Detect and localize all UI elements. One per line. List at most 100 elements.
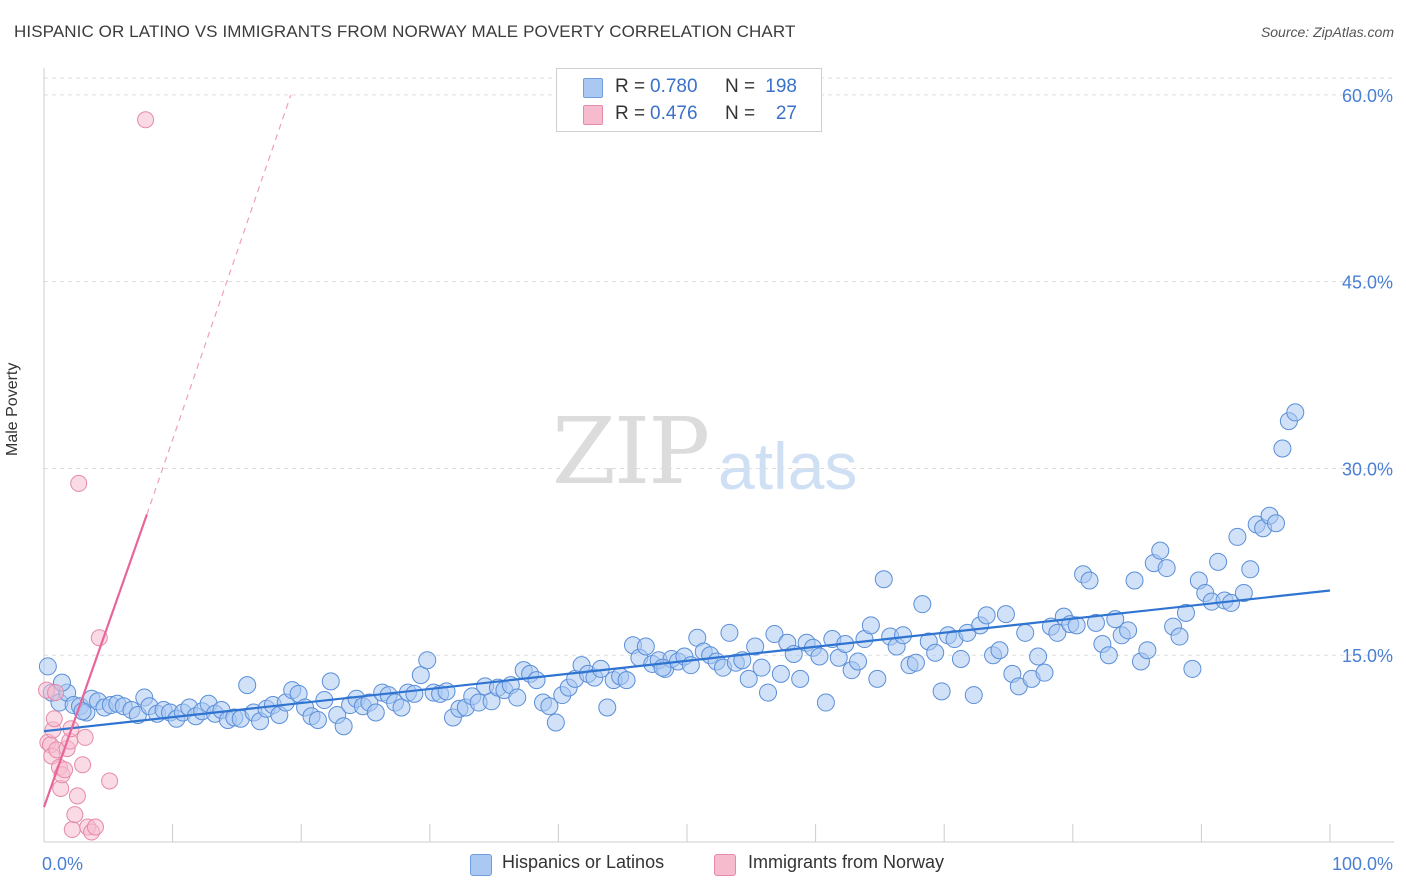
data-point-hispanics (1080, 571, 1099, 590)
data-point-hispanics (932, 682, 951, 701)
data-point-norway (86, 818, 104, 836)
data-point-hispanics (926, 643, 945, 662)
bottom-legend-swatch-blue (470, 854, 492, 876)
data-point-norway (47, 684, 65, 702)
x-tick-label: 100.0% (1332, 854, 1393, 874)
y-tick-label: 60.0% (1342, 86, 1393, 106)
data-point-hispanics (1099, 646, 1118, 665)
data-point-hispanics (418, 651, 437, 670)
data-point-hispanics (1170, 627, 1189, 646)
data-point-hispanics (1086, 613, 1105, 632)
chart-title: HISPANIC OR LATINO VS IMMIGRANTS FROM NO… (14, 22, 796, 41)
data-point-hispanics (964, 686, 983, 705)
data-point-hispanics (739, 669, 758, 688)
data-point-hispanics (308, 710, 327, 729)
data-point-hispanics (38, 657, 57, 676)
legend-swatch-blue (583, 78, 603, 98)
data-point-hispanics (977, 606, 996, 625)
data-point-hispanics (1125, 571, 1144, 590)
data-point-hispanics (1067, 616, 1086, 635)
data-point-hispanics (1016, 623, 1035, 642)
data-point-norway (76, 728, 94, 746)
data-point-hispanics (653, 658, 672, 677)
data-point-hispanics (816, 693, 835, 712)
series-norway-points (38, 111, 155, 841)
data-point-norway (68, 787, 86, 805)
data-point-hispanics (540, 697, 559, 716)
data-point-hispanics (861, 616, 880, 635)
data-point-hispanics (617, 671, 636, 690)
data-point-hispanics (598, 698, 617, 717)
legend-r-label: R = (615, 103, 646, 124)
data-point-hispanics (913, 595, 932, 614)
y-tick-label: 15.0% (1342, 646, 1393, 666)
data-point-hispanics (771, 664, 790, 683)
data-point-hispanics (752, 658, 771, 677)
data-point-hispanics (366, 703, 385, 722)
data-point-hispanics (527, 671, 546, 690)
data-point-hispanics (874, 570, 893, 589)
tick-labels: 15.0% 30.0% 45.0% 60.0% 0.0% 100.0% (42, 86, 1393, 874)
data-point-hispanics (238, 676, 257, 695)
data-point-hispanics (1048, 623, 1067, 642)
data-point-hispanics (1183, 659, 1202, 678)
data-point-hispanics (1176, 603, 1195, 622)
trend-line-norway (42, 514, 148, 808)
data-point-norway (66, 806, 84, 824)
data-point-hispanics (1157, 559, 1176, 578)
data-point-norway (70, 474, 88, 492)
bottom-legend-label-blue: Hispanics or Latinos (502, 852, 665, 872)
x-tick-label: 0.0% (42, 854, 83, 874)
data-point-hispanics (1138, 641, 1157, 660)
data-point-hispanics (791, 669, 810, 688)
data-point-hispanics (546, 713, 565, 732)
data-point-hispanics (1228, 527, 1247, 546)
legend-row-hispanics: R = 0.780 N = 198 (557, 75, 821, 101)
data-point-norway (63, 821, 81, 839)
legend-r-value: 0.476 (650, 103, 698, 124)
data-point-hispanics (810, 647, 829, 666)
data-point-hispanics (990, 641, 1009, 660)
data-point-hispanics (1029, 647, 1048, 666)
legend-swatch-pink (583, 105, 603, 125)
legend-n-value: 198 (765, 76, 797, 97)
series-hispanics-points (38, 403, 1305, 736)
data-point-hispanics (759, 683, 778, 702)
data-point-hispanics (1151, 541, 1170, 560)
trend-lines (42, 94, 1331, 808)
legend-r-label: R = (615, 76, 646, 97)
data-point-hispanics (334, 717, 353, 736)
data-point-hispanics (996, 605, 1015, 624)
data-point-hispanics (1119, 621, 1138, 640)
data-point-norway (45, 710, 63, 728)
data-point-hispanics (1209, 552, 1228, 571)
y-tick-label: 45.0% (1342, 273, 1393, 293)
data-point-norway (137, 111, 155, 129)
data-point-hispanics (321, 672, 340, 691)
data-point-hispanics (1286, 403, 1305, 422)
data-point-norway (74, 756, 92, 774)
legend-r-value: 0.780 (650, 76, 698, 97)
legend-n-label: N = (725, 76, 756, 97)
data-point-hispanics (405, 684, 424, 703)
watermark-atlas: atlas (718, 429, 858, 503)
data-point-hispanics (508, 688, 527, 707)
data-point-hispanics (765, 625, 784, 644)
data-point-hispanics (868, 669, 887, 688)
bottom-legend-label-pink: Immigrants from Norway (748, 852, 945, 872)
data-point-hispanics (1266, 514, 1285, 533)
data-point-hispanics (1234, 583, 1253, 602)
data-point-hispanics (1241, 560, 1260, 579)
correlation-legend: R = 0.780 N = 198 R = 0.476 N = 27 (556, 68, 822, 132)
data-point-hispanics (1035, 663, 1054, 682)
data-point-hispanics (636, 637, 655, 656)
source-label: Source: ZipAtlas.com (1260, 24, 1394, 40)
data-point-hispanics (1273, 439, 1292, 458)
bottom-legend-swatch-pink (714, 854, 736, 876)
trend-line-hispanics (43, 589, 1331, 733)
data-point-hispanics (720, 623, 739, 642)
watermark-zip: ZIP (552, 398, 710, 505)
data-point-hispanics (906, 653, 925, 672)
axes (43, 68, 1394, 843)
